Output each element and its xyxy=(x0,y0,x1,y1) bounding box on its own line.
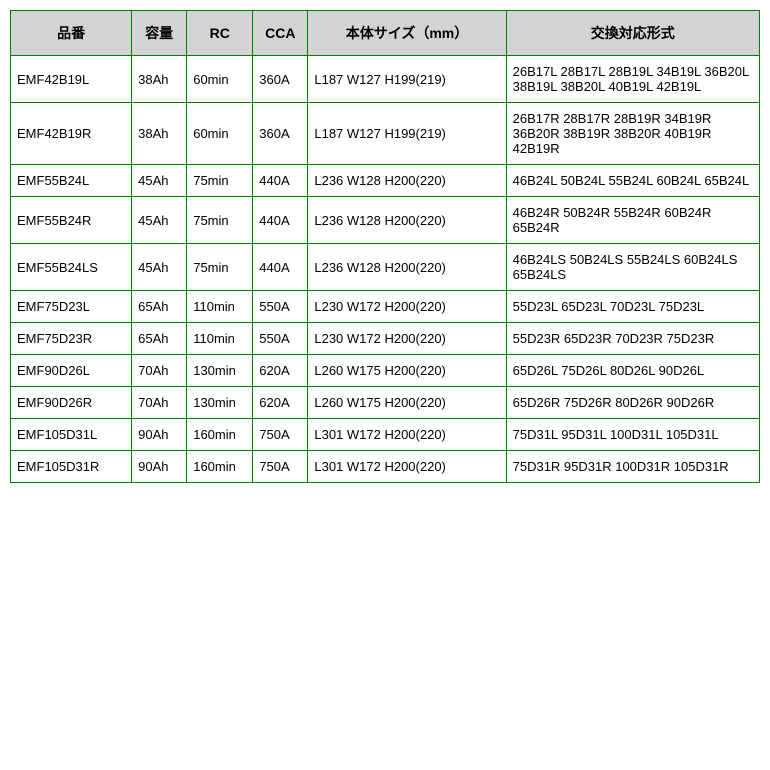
cell-part-no: EMF55B24L xyxy=(11,165,132,197)
cell-size: L301 W172 H200(220) xyxy=(308,451,506,483)
cell-compat: 55D23R 65D23R 70D23R 75D23R xyxy=(506,323,759,355)
table-header: 品番 容量 RC CCA 本体サイズ（mm） 交換対応形式 xyxy=(11,11,760,56)
cell-part-no: EMF90D26L xyxy=(11,355,132,387)
table-row: EMF90D26R70Ah130min620AL260 W175 H200(22… xyxy=(11,387,760,419)
cell-size: L260 W175 H200(220) xyxy=(308,355,506,387)
cell-capacity: 90Ah xyxy=(132,451,187,483)
cell-capacity: 38Ah xyxy=(132,103,187,165)
cell-cca: 550A xyxy=(253,291,308,323)
table-row: EMF42B19L38Ah60min360AL187 W127 H199(219… xyxy=(11,56,760,103)
cell-size: L230 W172 H200(220) xyxy=(308,323,506,355)
header-cca: CCA xyxy=(253,11,308,56)
cell-size: L187 W127 H199(219) xyxy=(308,103,506,165)
cell-cca: 750A xyxy=(253,451,308,483)
cell-capacity: 45Ah xyxy=(132,197,187,244)
cell-compat: 75D31L 95D31L 100D31L 105D31L xyxy=(506,419,759,451)
header-size: 本体サイズ（mm） xyxy=(308,11,506,56)
cell-cca: 440A xyxy=(253,165,308,197)
cell-size: L236 W128 H200(220) xyxy=(308,244,506,291)
cell-compat: 55D23L 65D23L 70D23L 75D23L xyxy=(506,291,759,323)
battery-spec-table: 品番 容量 RC CCA 本体サイズ（mm） 交換対応形式 EMF42B19L3… xyxy=(10,10,760,483)
cell-cca: 620A xyxy=(253,355,308,387)
cell-rc: 75min xyxy=(187,244,253,291)
cell-rc: 130min xyxy=(187,387,253,419)
header-rc: RC xyxy=(187,11,253,56)
cell-capacity: 90Ah xyxy=(132,419,187,451)
cell-cca: 360A xyxy=(253,103,308,165)
cell-part-no: EMF75D23R xyxy=(11,323,132,355)
table-row: EMF55B24LS45Ah75min440AL236 W128 H200(22… xyxy=(11,244,760,291)
cell-compat: 26B17L 28B17L 28B19L 34B19L 36B20L 38B19… xyxy=(506,56,759,103)
cell-capacity: 65Ah xyxy=(132,291,187,323)
cell-size: L260 W175 H200(220) xyxy=(308,387,506,419)
cell-part-no: EMF55B24R xyxy=(11,197,132,244)
cell-cca: 360A xyxy=(253,56,308,103)
cell-rc: 60min xyxy=(187,56,253,103)
cell-part-no: EMF55B24LS xyxy=(11,244,132,291)
table-body: EMF42B19L38Ah60min360AL187 W127 H199(219… xyxy=(11,56,760,483)
cell-rc: 130min xyxy=(187,355,253,387)
header-part-no: 品番 xyxy=(11,11,132,56)
table-row: EMF75D23L65Ah110min550AL230 W172 H200(22… xyxy=(11,291,760,323)
cell-size: L236 W128 H200(220) xyxy=(308,197,506,244)
cell-cca: 750A xyxy=(253,419,308,451)
cell-cca: 440A xyxy=(253,244,308,291)
table-row: EMF42B19R38Ah60min360AL187 W127 H199(219… xyxy=(11,103,760,165)
cell-compat: 75D31R 95D31R 100D31R 105D31R xyxy=(506,451,759,483)
cell-size: L301 W172 H200(220) xyxy=(308,419,506,451)
cell-rc: 75min xyxy=(187,165,253,197)
cell-cca: 550A xyxy=(253,323,308,355)
table-row: EMF55B24R45Ah75min440AL236 W128 H200(220… xyxy=(11,197,760,244)
cell-rc: 110min xyxy=(187,291,253,323)
table-row: EMF105D31R90Ah160min750AL301 W172 H200(2… xyxy=(11,451,760,483)
table-row: EMF75D23R65Ah110min550AL230 W172 H200(22… xyxy=(11,323,760,355)
cell-capacity: 65Ah xyxy=(132,323,187,355)
cell-part-no: EMF42B19L xyxy=(11,56,132,103)
cell-rc: 160min xyxy=(187,419,253,451)
cell-size: L236 W128 H200(220) xyxy=(308,165,506,197)
cell-rc: 60min xyxy=(187,103,253,165)
cell-compat: 46B24R 50B24R 55B24R 60B24R 65B24R xyxy=(506,197,759,244)
cell-rc: 160min xyxy=(187,451,253,483)
cell-size: L187 W127 H199(219) xyxy=(308,56,506,103)
cell-compat: 46B24L 50B24L 55B24L 60B24L 65B24L xyxy=(506,165,759,197)
table-row: EMF105D31L90Ah160min750AL301 W172 H200(2… xyxy=(11,419,760,451)
cell-capacity: 45Ah xyxy=(132,244,187,291)
cell-cca: 620A xyxy=(253,387,308,419)
cell-capacity: 70Ah xyxy=(132,355,187,387)
cell-part-no: EMF90D26R xyxy=(11,387,132,419)
table-row: EMF55B24L45Ah75min440AL236 W128 H200(220… xyxy=(11,165,760,197)
cell-compat: 65D26L 75D26L 80D26L 90D26L xyxy=(506,355,759,387)
header-compat: 交換対応形式 xyxy=(506,11,759,56)
table-row: EMF90D26L70Ah130min620AL260 W175 H200(22… xyxy=(11,355,760,387)
cell-rc: 110min xyxy=(187,323,253,355)
cell-capacity: 70Ah xyxy=(132,387,187,419)
cell-compat: 46B24LS 50B24LS 55B24LS 60B24LS 65B24LS xyxy=(506,244,759,291)
cell-size: L230 W172 H200(220) xyxy=(308,291,506,323)
header-capacity: 容量 xyxy=(132,11,187,56)
cell-part-no: EMF105D31R xyxy=(11,451,132,483)
cell-compat: 26B17R 28B17R 28B19R 34B19R 36B20R 38B19… xyxy=(506,103,759,165)
cell-part-no: EMF75D23L xyxy=(11,291,132,323)
cell-rc: 75min xyxy=(187,197,253,244)
cell-compat: 65D26R 75D26R 80D26R 90D26R xyxy=(506,387,759,419)
cell-capacity: 45Ah xyxy=(132,165,187,197)
cell-cca: 440A xyxy=(253,197,308,244)
cell-part-no: EMF42B19R xyxy=(11,103,132,165)
cell-part-no: EMF105D31L xyxy=(11,419,132,451)
cell-capacity: 38Ah xyxy=(132,56,187,103)
